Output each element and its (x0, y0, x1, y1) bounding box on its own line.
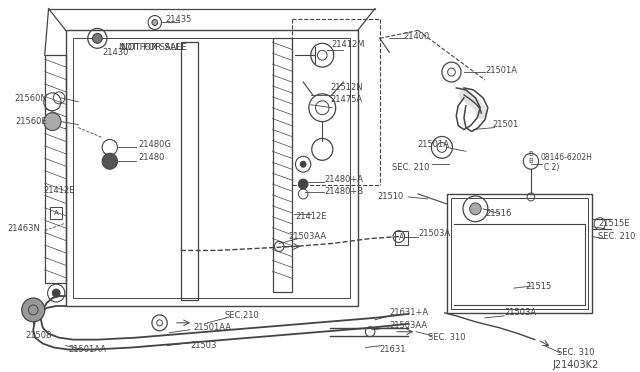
Text: 21515: 21515 (525, 282, 552, 291)
Text: 21501AA: 21501AA (193, 323, 231, 332)
Text: SEC. 210: SEC. 210 (392, 163, 429, 172)
Bar (180, 42, 198, 300)
Text: 21503AA: 21503AA (389, 321, 428, 330)
Circle shape (52, 289, 60, 297)
Text: 21508: 21508 (26, 331, 52, 340)
Text: 21475A: 21475A (330, 95, 362, 104)
Text: 21501A: 21501A (485, 65, 517, 74)
Text: 21412E: 21412E (296, 212, 327, 221)
Text: SEC. 310: SEC. 310 (428, 333, 465, 342)
Text: SEC. 310: SEC. 310 (557, 348, 595, 357)
Text: 21503A: 21503A (504, 308, 536, 317)
Circle shape (93, 33, 102, 43)
Circle shape (44, 113, 61, 131)
Text: 21412M: 21412M (332, 40, 365, 49)
Circle shape (22, 298, 45, 322)
Text: 21400: 21400 (404, 32, 430, 41)
Bar (273, 38, 292, 292)
Circle shape (470, 203, 481, 215)
Text: B: B (529, 158, 533, 164)
Bar (395, 231, 408, 244)
Bar (447, 194, 592, 313)
Text: 21412E: 21412E (44, 186, 76, 196)
Bar (45, 55, 66, 283)
Text: 21430: 21430 (102, 48, 129, 57)
Text: 21480G: 21480G (138, 140, 172, 149)
Text: 21463N: 21463N (7, 224, 40, 233)
Text: 08146-6202H: 08146-6202H (541, 153, 593, 162)
Text: J21403K2: J21403K2 (552, 360, 598, 371)
Bar (451, 198, 588, 309)
Text: 21503: 21503 (190, 341, 216, 350)
Text: 21512N: 21512N (330, 83, 363, 92)
Text: B: B (529, 151, 533, 157)
Text: 21516: 21516 (485, 209, 511, 218)
Text: 21480+B: 21480+B (324, 187, 364, 196)
Text: SEC. 210: SEC. 210 (598, 232, 636, 241)
Text: 21631: 21631 (380, 345, 406, 354)
Text: 21480: 21480 (138, 153, 165, 162)
Text: A: A (54, 210, 59, 216)
Text: SEC.210: SEC.210 (225, 311, 259, 320)
Bar (74, 38, 350, 298)
Text: NOT FOR SALE: NOT FOR SALE (120, 43, 181, 52)
Text: 21503A: 21503A (418, 229, 450, 238)
Text: 21501: 21501 (493, 120, 519, 129)
Text: 21503AA: 21503AA (289, 232, 327, 241)
Bar (51, 207, 62, 219)
Text: C 2): C 2) (545, 163, 560, 172)
Circle shape (152, 19, 157, 25)
Text: 21515E: 21515E (598, 219, 629, 228)
Text: NOT FOR SALE: NOT FOR SALE (122, 43, 187, 52)
Circle shape (102, 153, 118, 169)
Bar (66, 31, 358, 306)
Circle shape (298, 179, 308, 189)
Text: 21560E: 21560E (15, 117, 47, 126)
Text: 21631+A: 21631+A (389, 308, 428, 317)
Text: 21501A: 21501A (417, 140, 449, 149)
Text: 21501AA: 21501AA (68, 345, 107, 354)
Circle shape (300, 161, 306, 167)
Text: 21480+A: 21480+A (324, 174, 363, 184)
Text: 21435: 21435 (165, 15, 192, 24)
Text: A: A (399, 233, 404, 242)
Text: 21560N: 21560N (14, 94, 47, 103)
Text: 21510: 21510 (378, 192, 404, 201)
